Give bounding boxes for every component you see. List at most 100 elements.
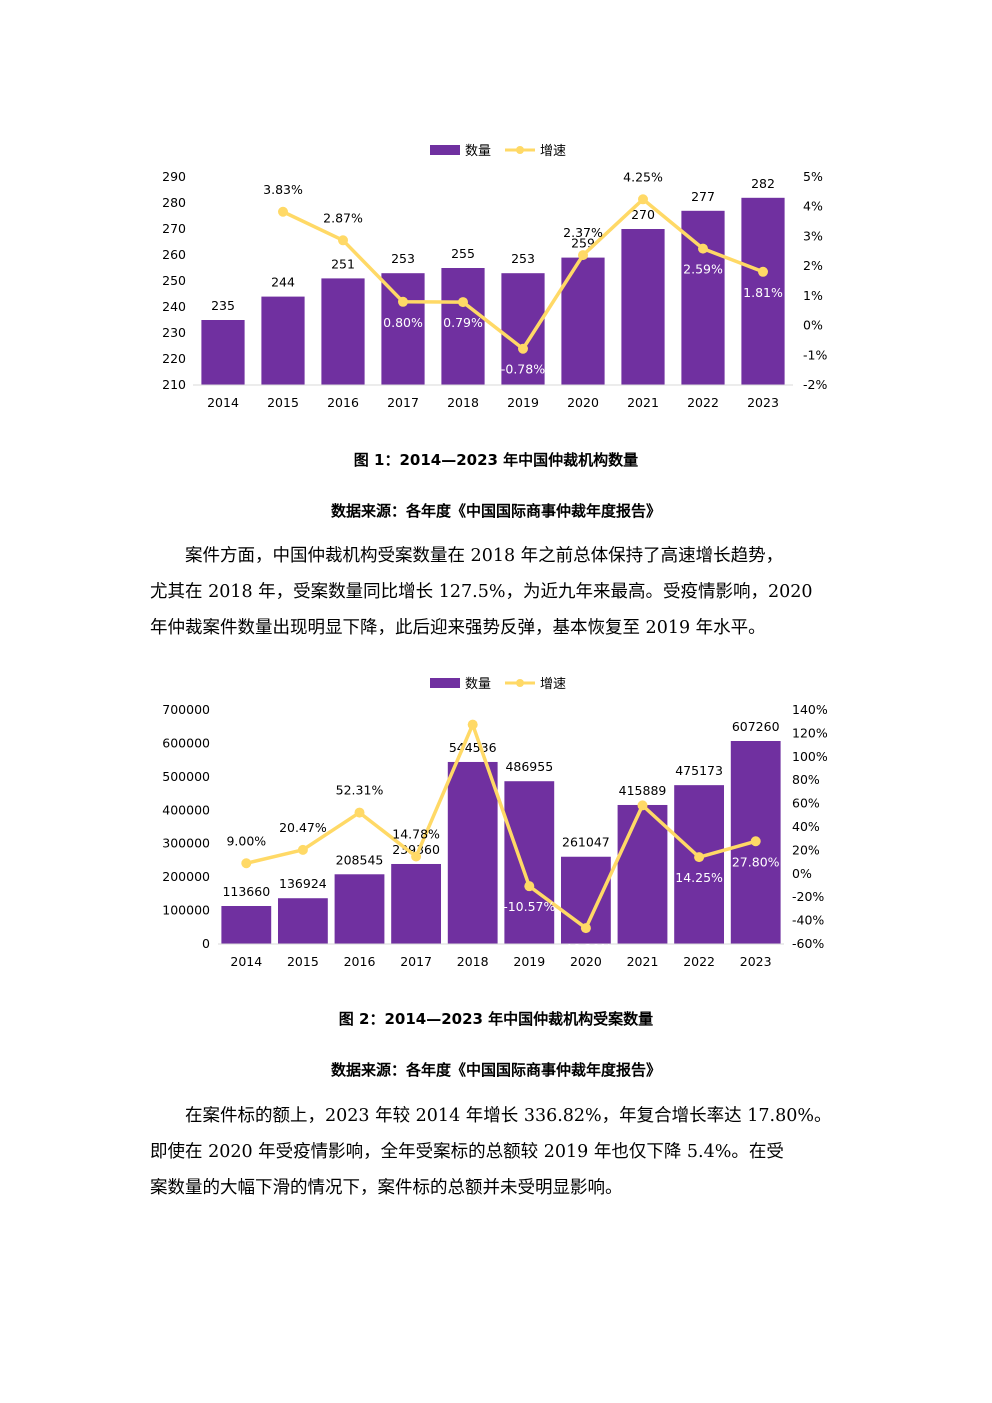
y-tick-label: 290: [162, 169, 186, 184]
x-tick-label: 2015: [287, 954, 319, 969]
chart-cases-svg: 数量 增速 0 100000 200000 300000 400000 500000 60000…: [162, 677, 828, 969]
y-tick-label: 230: [162, 325, 186, 340]
y-tick-label: 500000: [162, 769, 210, 784]
series-line: [245, 722, 757, 930]
x-tick-label: 2019: [513, 954, 545, 969]
x-tick-label: 2014: [207, 395, 239, 410]
y2-tick-label: 120%: [792, 725, 828, 740]
x-tick-label: 2015: [267, 395, 299, 410]
line-data-label: -10.57%: [503, 899, 555, 914]
bar: [261, 296, 305, 385]
line-point: [338, 235, 348, 246]
figure-2-source: 数据来源：各年度《中国国际商事仲裁年度报告》: [330, 1061, 661, 1079]
line-point: [698, 243, 708, 254]
bar-data-label: 270: [631, 207, 655, 222]
bar-data-label: 261047: [562, 835, 610, 850]
bar: [201, 320, 245, 385]
line-point: [354, 807, 365, 818]
y-tick-label: 700000: [162, 702, 210, 717]
legend-swatch-bar: [430, 145, 460, 155]
x-tick-label: 2018: [447, 395, 479, 410]
y2-tick-label: -40%: [792, 913, 824, 928]
y2-tick-label: 40%: [792, 819, 820, 834]
bar-data-label: 136924: [279, 876, 327, 891]
x-tick-label: 2016: [344, 954, 376, 969]
legend-marker: [516, 679, 524, 687]
line-data-label: 0.79%: [443, 315, 483, 330]
line-data-label: 3.83%: [263, 182, 303, 197]
y-tick-label: 100000: [162, 903, 210, 918]
x-tick-label: 2020: [570, 954, 602, 969]
bar-data-label: 253: [511, 251, 535, 266]
legend-swatch-bar: [430, 678, 460, 688]
y2-tick-label: -20%: [792, 889, 824, 904]
bar-data-label: 244: [271, 275, 295, 290]
y2-tick-label: 80%: [792, 772, 820, 787]
line-point: [638, 194, 648, 205]
y2-tick-label: 3%: [803, 228, 823, 243]
y2-tick-label: 5%: [803, 169, 823, 184]
bar: [334, 874, 385, 944]
bar: [621, 229, 665, 385]
y-tick-label: 400000: [162, 802, 210, 817]
bar: [681, 210, 725, 385]
line-data-label: 2.87%: [323, 210, 363, 225]
x-tick-label: 2020: [567, 395, 599, 410]
line-data-label: 1.81%: [743, 285, 783, 300]
line-point: [241, 858, 252, 869]
bar-data-label: 475173: [675, 763, 723, 778]
x-tick-label: 2021: [627, 395, 659, 410]
line-point: [278, 206, 288, 217]
bar: [617, 804, 668, 944]
y2-tick-label: -2%: [803, 377, 827, 392]
paragraph-cases: 案件方面，中国仲裁机构受案数量在 2018 年之前总体保持了高速增长趋势， 尤其…: [150, 538, 850, 646]
paragraph-cases-line: 年仲裁案件数量出现明显下降，此后迎来强势反弹，基本恢复至 2019 年水平。: [150, 618, 766, 638]
y2-tick-label: 2%: [803, 258, 823, 273]
x-tick-label: 2019: [507, 395, 539, 410]
figure-1-source: 数据来源：各年度《中国国际商事仲裁年度报告》: [330, 502, 661, 520]
line-data-label: 0.80%: [383, 315, 423, 330]
legend-label: 增速: [540, 677, 566, 692]
line-data-label: -46.39%: [560, 941, 612, 956]
line-point: [694, 852, 705, 863]
paragraph-amount-line: 即使在 2020 年受疫情影响，全年受案标的总额较 2019 年也仅下降 5.4…: [150, 1142, 784, 1162]
y2-tick-label: -60%: [792, 936, 824, 951]
line-point: [758, 266, 768, 277]
bar: [381, 273, 425, 385]
paragraph-cases-line: 尤其在 2018 年，受案数量同比增长 127.5%，为近九年来最高。受疫情影响…: [150, 582, 813, 602]
bar-data-label: 607260: [732, 719, 780, 734]
y2-tick-label: 4%: [803, 199, 823, 214]
bar-data-label: 415889: [619, 783, 667, 798]
bar-data-label: 253: [391, 251, 415, 266]
line-point: [524, 881, 535, 892]
line-data-label: 2.59%: [683, 262, 723, 277]
y2-tick-label: 20%: [792, 842, 820, 857]
line-point: [467, 719, 478, 730]
x-tick-label: 2016: [327, 395, 359, 410]
chart-cases: 数量 增速 0 100000 200000 300000 400000 500000 60000…: [0, 668, 992, 978]
line-point: [398, 296, 408, 307]
bar: [441, 268, 485, 385]
bar: [321, 278, 365, 385]
figure-2-caption: 图 2：2014—2023 年中国仲裁机构受案数量: [338, 1010, 654, 1028]
bar: [741, 197, 785, 385]
y-tick-label: 280: [162, 195, 186, 210]
chart-institutions-svg: 数量 增速 210 220 230 240 250 260 270 280 290 -2% -1% 0% 1…: [162, 144, 827, 410]
paragraph-amount: 在案件标的额上，2023 年较 2014 年增长 336.82%，年复合增长率达…: [150, 1098, 850, 1206]
line-point: [578, 250, 588, 261]
line-data-label: 20.47%: [279, 820, 327, 835]
x-tick-label: 2023: [747, 395, 779, 410]
line-point: [580, 923, 591, 934]
line-point: [518, 343, 528, 354]
x-tick-label: 2017: [400, 954, 432, 969]
bar: [504, 781, 555, 944]
x-tick-label: 2017: [387, 395, 419, 410]
x-tick-label: 2018: [457, 954, 489, 969]
bar: [391, 863, 442, 944]
bar-data-label: 235: [211, 298, 235, 313]
bar-data-label: 486955: [505, 759, 553, 774]
bar: [447, 761, 498, 944]
y2-tick-label: 60%: [792, 796, 820, 811]
legend-label: 增速: [540, 144, 566, 159]
y-tick-label: 0: [202, 936, 210, 951]
